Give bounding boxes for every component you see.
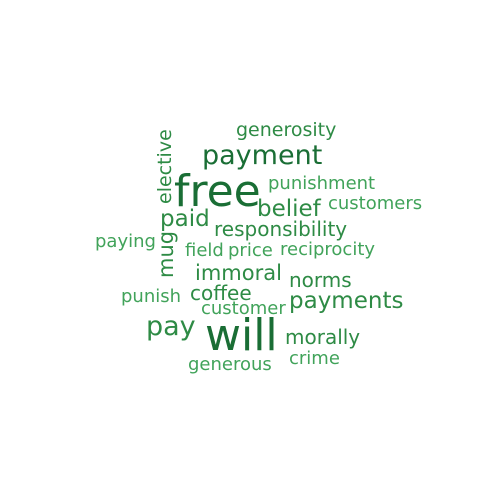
word-punishment: punishment	[268, 173, 376, 194]
word-immoral: immoral	[195, 261, 282, 285]
word-coffee: coffee	[190, 281, 252, 305]
word-mug: mug	[154, 230, 178, 278]
word-pay: pay	[146, 311, 196, 342]
word-reciprocity: reciprocity	[280, 239, 376, 260]
word-norms: norms	[289, 268, 352, 292]
word-generosity: generosity	[236, 119, 337, 141]
word-payment: payment	[202, 140, 323, 171]
word-will: will	[205, 310, 278, 361]
word-field: field	[185, 240, 224, 261]
word-generous: generous	[188, 354, 272, 375]
word-belief: belief	[257, 196, 321, 222]
word-paid: paid	[160, 206, 210, 232]
word-customers: customers	[328, 193, 423, 214]
word-free: free	[174, 166, 261, 217]
word-payments: payments	[289, 288, 404, 314]
word-elective: elective	[154, 129, 176, 204]
word-price: price	[228, 240, 273, 261]
word-crime: crime	[289, 348, 340, 369]
word-morally: morally	[285, 325, 361, 349]
word-punish: punish	[121, 286, 182, 307]
word-paying: paying	[95, 231, 156, 252]
word-customer: customer	[201, 298, 286, 319]
word-responsibility: responsibility	[214, 217, 348, 241]
